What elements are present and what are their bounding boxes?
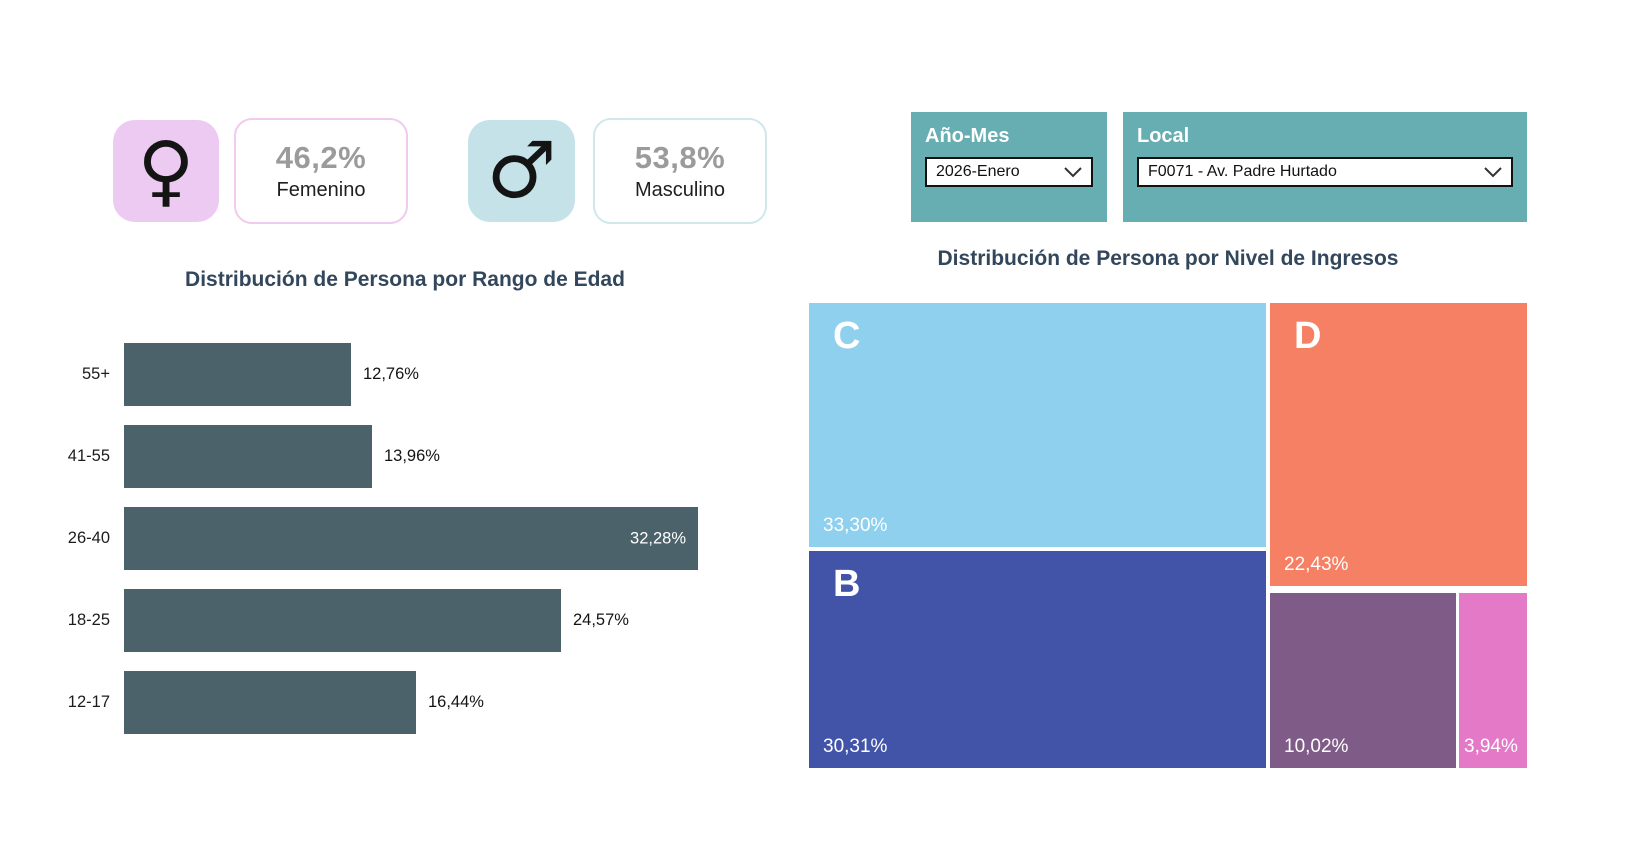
male-stat-card: 53,8% Masculino [593, 118, 767, 224]
bar-value-label: 13,96% [384, 447, 440, 465]
age-bar-chart-rows: 55+ 12,76% 41-55 13,96% 26-40 32,28% 18-25 24,5… [40, 343, 770, 734]
treemap-tile-percent: 3,94% [1464, 736, 1518, 757]
year-month-filter: Año-Mes 2026-Enero [911, 112, 1107, 222]
income-chart-title: Distribución de Persona por Nivel de Ing… [937, 247, 1399, 270]
bar-row-18-25: 18-25 24,57% [40, 589, 770, 652]
female-label: Femenino [276, 179, 366, 201]
treemap-tile-D[interactable]: D 22,43% [1270, 303, 1527, 586]
male-percent: 53,8% [634, 140, 726, 175]
treemap-tile-letter: D [1294, 315, 1322, 357]
treemap-tile-percent: 10,02% [1284, 736, 1349, 757]
local-dropdown-value: F0071 - Av. Padre Hurtado [1148, 163, 1337, 180]
chevron-down-icon [1484, 167, 1502, 178]
local-filter-label: Local [1137, 125, 1190, 147]
bar-26-40[interactable]: 32,28% [124, 507, 698, 570]
treemap-tile-3,94%[interactable]: 3,94% [1459, 593, 1527, 768]
axis-category-label: 12-17 [67, 693, 110, 711]
female-icon: ♀ [137, 126, 195, 216]
bar-row-41-55: 41-55 13,96% [40, 425, 770, 488]
treemap-tile-letter: B [833, 563, 861, 605]
female-stat-card: 46,2% Femenino [234, 118, 408, 224]
bar-value-label: 16,44% [428, 693, 484, 711]
chevron-down-icon [1064, 167, 1082, 178]
bar-row-55+: 55+ 12,76% [40, 343, 770, 406]
bar-row-12-17: 12-17 16,44% [40, 671, 770, 734]
treemap-tile-10,02%[interactable]: 10,02% [1270, 593, 1456, 768]
bar-41-55[interactable] [124, 425, 372, 488]
bar-value-label: 12,76% [363, 365, 419, 383]
income-treemap: C 33,30% B 30,31% D 22,43% 10,02% 3,94% [809, 303, 1527, 768]
axis-category-label: 55+ [82, 365, 110, 383]
treemap-tile-C[interactable]: C 33,30% [809, 303, 1266, 547]
male-icon: ♂ [486, 126, 557, 216]
axis-category-label: 18-25 [67, 611, 110, 629]
year-month-dropdown-value: 2026-Enero [936, 163, 1020, 180]
axis-category-label: 26-40 [67, 529, 110, 547]
bar-18-25[interactable] [124, 589, 561, 652]
treemap-tile-percent: 33,30% [823, 515, 888, 536]
year-month-filter-label: Año-Mes [925, 125, 1010, 147]
year-month-dropdown[interactable]: 2026-Enero [925, 157, 1093, 187]
age-bar-chart: 55+ 12,76% 41-55 13,96% 26-40 32,28% 18-25 24,5… [40, 343, 770, 753]
local-filter: Local F0071 - Av. Padre Hurtado [1123, 112, 1527, 222]
axis-category-label: 41-55 [67, 447, 110, 465]
treemap-tile-B[interactable]: B 30,31% [809, 551, 1266, 768]
female-icon-tile: ♀ [113, 120, 219, 222]
bar-12-17[interactable] [124, 671, 416, 734]
treemap-tile-percent: 30,31% [823, 736, 888, 757]
treemap-tile-percent: 22,43% [1284, 554, 1349, 575]
treemap-tile-letter: C [833, 315, 861, 357]
male-label: Masculino [634, 179, 726, 201]
bar-row-26-40: 26-40 32,28% [40, 507, 770, 570]
bar-value-label: 32,28% [630, 529, 686, 547]
local-dropdown[interactable]: F0071 - Av. Padre Hurtado [1137, 157, 1513, 187]
male-icon-tile: ♂ [468, 120, 575, 222]
age-chart-title: Distribución de Persona por Rango de Eda… [185, 268, 625, 291]
female-percent: 46,2% [275, 140, 367, 175]
bar-value-label: 24,57% [573, 611, 629, 629]
bar-55+[interactable] [124, 343, 351, 406]
